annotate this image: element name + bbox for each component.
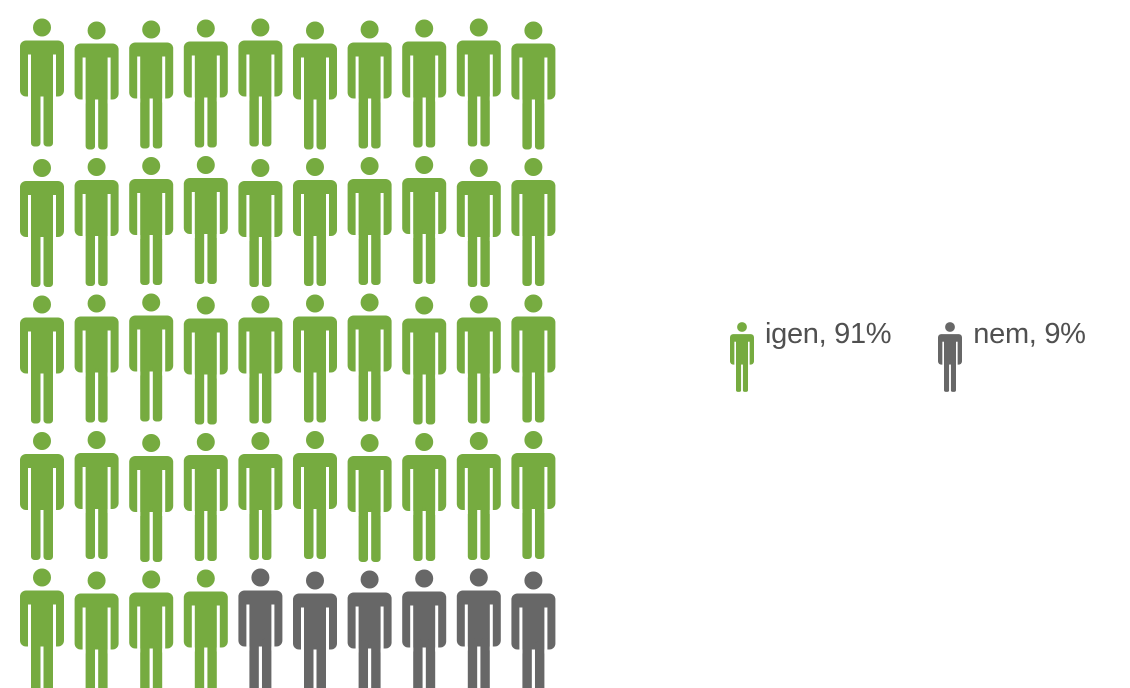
person-icon [183,156,228,284]
person-icon [20,295,64,424]
person-icon [347,20,392,149]
person-icon [238,18,283,147]
person-icon [20,432,64,560]
person-icon [74,431,119,559]
person-icon [129,157,174,285]
person-icon [511,571,556,688]
person-icon [456,295,501,424]
person-icon [938,322,963,392]
person-icon [347,434,392,562]
person-icon [347,293,392,422]
person-icon [293,158,337,286]
person-icon [511,431,556,559]
legend-label-nem: nem, 9% [973,318,1086,350]
legend: igen, 91% nem, 9% [730,312,1086,402]
person-icon [456,18,501,147]
person-icon [402,19,447,148]
person-icon [129,20,174,149]
person-icon [293,294,337,423]
person-icon [129,293,174,422]
person-icon [238,432,283,560]
person-icon [183,569,228,688]
person-icon [74,21,119,150]
person-icon [456,432,501,560]
person-icon [238,568,283,688]
person-icon [74,571,119,688]
person-icon [402,433,447,561]
person-icon [74,294,119,423]
person-icon [293,431,337,559]
person-icon [402,569,447,688]
person-icon [347,157,392,285]
person-icon [402,296,447,425]
person-icon [511,21,556,150]
person-icon [293,21,337,150]
person-icon [74,158,119,286]
legend-item-igen: igen, 91% [730,312,892,402]
pictograph-chart [20,18,556,688]
person-icon [456,568,501,688]
person-icon [183,19,228,148]
person-icon [129,434,174,562]
legend-item-nem: nem, 9% [938,312,1086,402]
legend-label-igen: igen, 91% [765,318,892,350]
person-icon [511,158,556,286]
person-icon [183,433,228,561]
person-icon [183,296,228,425]
person-icon [293,571,337,688]
person-icon [511,294,556,423]
person-icon [20,568,64,688]
person-icon [730,322,754,392]
person-icon [456,159,501,287]
person-icon [347,570,392,688]
person-icon [238,159,283,287]
person-icon [402,156,447,284]
person-icon [129,570,174,688]
person-icon [238,295,283,424]
person-icon [20,18,64,147]
person-icon [20,159,64,287]
